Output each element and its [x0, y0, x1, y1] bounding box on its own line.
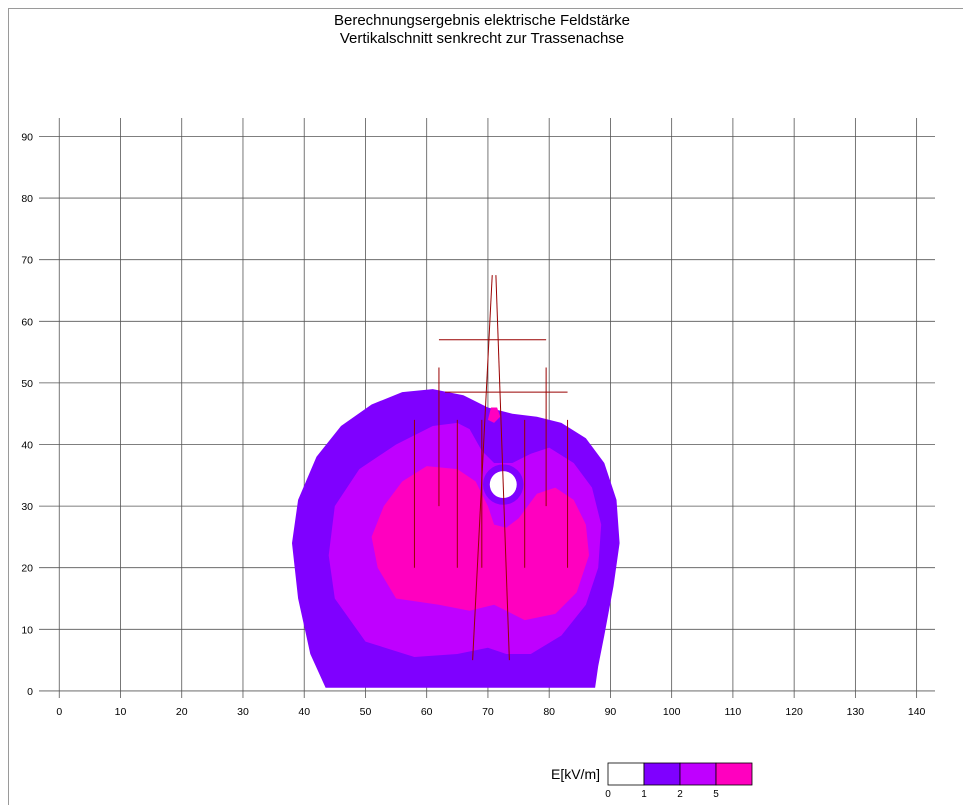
x-tick-label: 70	[482, 706, 494, 718]
contour-regions	[292, 389, 620, 688]
y-tick-label: 30	[21, 501, 33, 513]
y-tick-label: 40	[21, 440, 33, 452]
x-tick-label: 130	[847, 706, 865, 718]
chart-title: Berechnungsergebnis elektrische Feldstär…	[334, 12, 630, 29]
plot-frame	[8, 8, 963, 805]
contour-region	[487, 407, 501, 423]
contour-region	[371, 466, 589, 621]
y-tick-label: 60	[21, 316, 33, 328]
legend-swatch	[679, 762, 717, 786]
legend-threshold: 5	[713, 789, 719, 800]
x-tick-label: 110	[725, 706, 742, 718]
legend-label: E[kV/m]	[551, 766, 600, 782]
legend-swatch	[607, 762, 645, 786]
y-tick-label: 80	[21, 193, 33, 205]
legend-threshold: 2	[677, 789, 683, 800]
x-tick-label: 10	[115, 706, 127, 718]
chart-subtitle: Vertikalschnitt senkrecht zur Trassenach…	[339, 30, 625, 47]
x-tick-label: 40	[298, 706, 310, 718]
y-tick-label: 70	[21, 255, 33, 267]
x-tick-label: 30	[237, 706, 249, 718]
x-tick-label: 50	[360, 706, 372, 718]
structure-line	[472, 275, 493, 661]
y-tick-label: 10	[21, 624, 33, 636]
x-tick-label: 100	[663, 706, 681, 718]
x-tick-label: 80	[543, 706, 555, 718]
structure-line	[495, 275, 510, 661]
x-tick-label: 140	[908, 706, 926, 718]
legend-threshold: 1	[641, 789, 647, 800]
legend: E[kV/m] 0 1 2 5	[551, 762, 753, 800]
tick-labels: 0 10 20 30 40 50 60 70 80 90 100 110 120 130 140 0 10 20 3…	[21, 131, 925, 718]
y-tick-label: 0	[27, 686, 33, 698]
x-tick-label: 0	[56, 706, 62, 718]
x-tick-label: 60	[421, 706, 433, 718]
x-tick-label: 20	[176, 706, 188, 718]
y-tick-label: 20	[21, 563, 33, 575]
y-tick-label: 50	[21, 378, 33, 390]
legend-swatch	[643, 762, 681, 786]
x-tick-label: 120	[785, 706, 803, 718]
tower-structure	[413, 275, 569, 661]
y-tick-label: 90	[21, 131, 33, 143]
legend-threshold: 0	[605, 789, 611, 800]
legend-swatch	[715, 762, 753, 786]
x-tick-label: 90	[605, 706, 617, 718]
